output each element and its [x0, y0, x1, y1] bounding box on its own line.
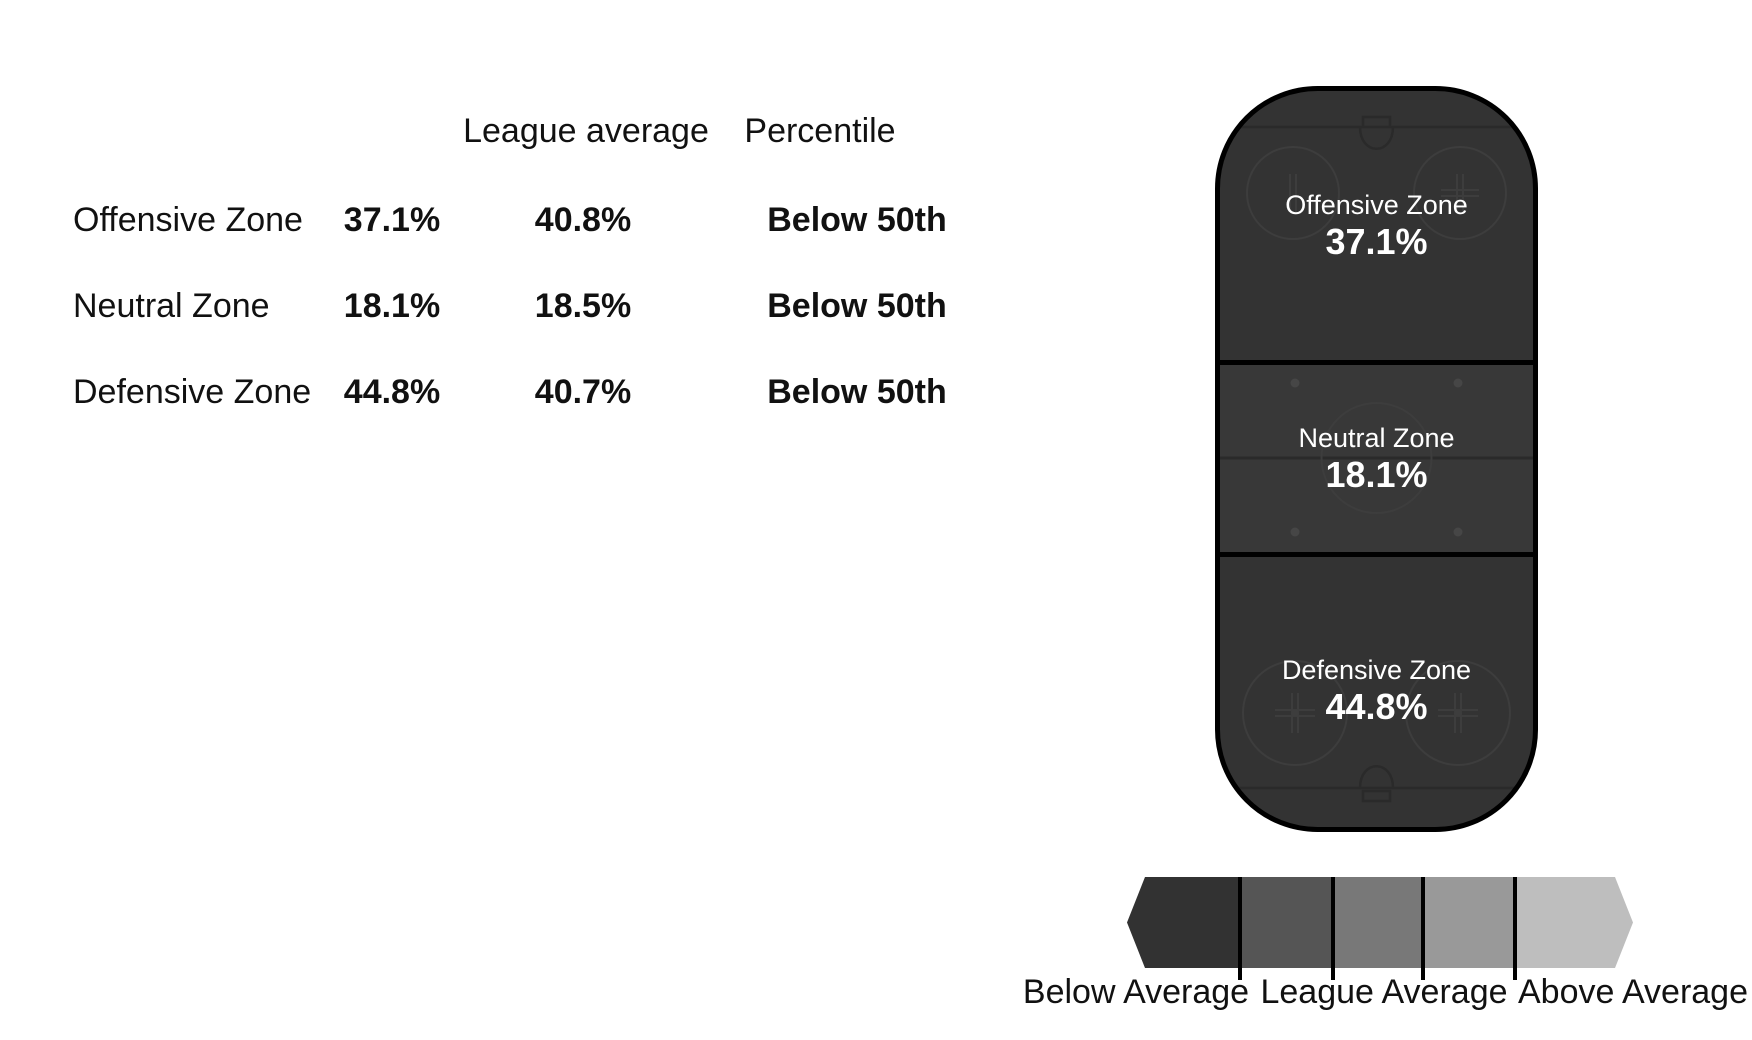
legend-segment: [1333, 877, 1423, 968]
column-header-league-average: League average: [463, 112, 709, 150]
faceoff-circle-icon: [1242, 660, 1348, 766]
legend-segment: [1423, 877, 1515, 968]
zone-value: 37.1%: [343, 201, 441, 239]
zone-divider: [1217, 360, 1536, 365]
rink-diagram: Offensive Zone 37.1% Neutral Zone 18.1% …: [1215, 86, 1538, 832]
legend-color-scale: [1127, 877, 1633, 968]
rink-zone-percentage: 18.1%: [1325, 454, 1428, 495]
goal-net-icon: [1361, 789, 1392, 803]
zone-value: 18.1%: [343, 287, 441, 325]
rink-zone-label-group: Defensive Zone 44.8%: [1215, 653, 1538, 727]
goal-crease-icon: [1358, 765, 1395, 789]
legend-label-below-average: Below Average: [1022, 973, 1250, 1011]
rink-zone-name: Defensive Zone: [1281, 655, 1472, 685]
zone-label: Defensive Zone: [73, 373, 312, 411]
faceoff-circle-icon: [1413, 146, 1507, 240]
goal-crease-icon: [1358, 126, 1395, 150]
faceoff-markings: [1242, 146, 1511, 766]
rink-zone-label-group: Neutral Zone 18.1%: [1215, 421, 1538, 495]
legend-label-league-average: League Average: [1260, 973, 1508, 1011]
rink-svg: [1215, 86, 1538, 832]
rink-zone-percentage: 37.1%: [1325, 221, 1428, 262]
percentile-value: Below 50th: [767, 373, 947, 411]
legend-label-above-average: Above Average: [1518, 973, 1748, 1011]
zone-label: Neutral Zone: [73, 287, 270, 325]
stat-table: League average Percentile Offensive Zone…: [0, 0, 1000, 450]
zone-value: 44.8%: [343, 373, 441, 411]
center-circle-icon: [1320, 402, 1433, 514]
faceoff-dots: [1290, 378, 1463, 537]
rink-zone-name: Offensive Zone: [1285, 190, 1468, 220]
legend-tick: [1421, 877, 1425, 980]
legend-segment: [1127, 877, 1240, 968]
faceoff-circle-icon: [1405, 660, 1511, 766]
column-header-percentile: Percentile: [744, 112, 896, 150]
rink-zone-percentage: 44.8%: [1325, 686, 1428, 727]
defensive-zone-area: [1217, 554, 1536, 830]
offensive-zone-area: [1217, 88, 1536, 364]
legend-segment: [1515, 877, 1633, 968]
rink-outline: [1215, 86, 1538, 832]
rink-zone-name: Neutral Zone: [1298, 423, 1455, 453]
rink-zone-label-group: Offensive Zone 37.1%: [1215, 188, 1538, 262]
zone-divider: [1217, 552, 1536, 557]
league-average-value: 40.8%: [534, 201, 632, 239]
legend-segment: [1240, 877, 1333, 968]
league-average-value: 40.7%: [534, 373, 632, 411]
legend-tick: [1331, 877, 1335, 980]
percentile-value: Below 50th: [767, 201, 947, 239]
faceoff-circle-icon: [1246, 146, 1340, 240]
percentile-value: Below 50th: [767, 287, 947, 325]
rink-lines: [1217, 115, 1536, 803]
legend-tick: [1513, 877, 1517, 980]
league-average-value: 18.5%: [534, 287, 632, 325]
legend-tick: [1238, 877, 1242, 980]
goal-net-icon: [1361, 115, 1392, 129]
zone-label: Offensive Zone: [73, 201, 303, 239]
